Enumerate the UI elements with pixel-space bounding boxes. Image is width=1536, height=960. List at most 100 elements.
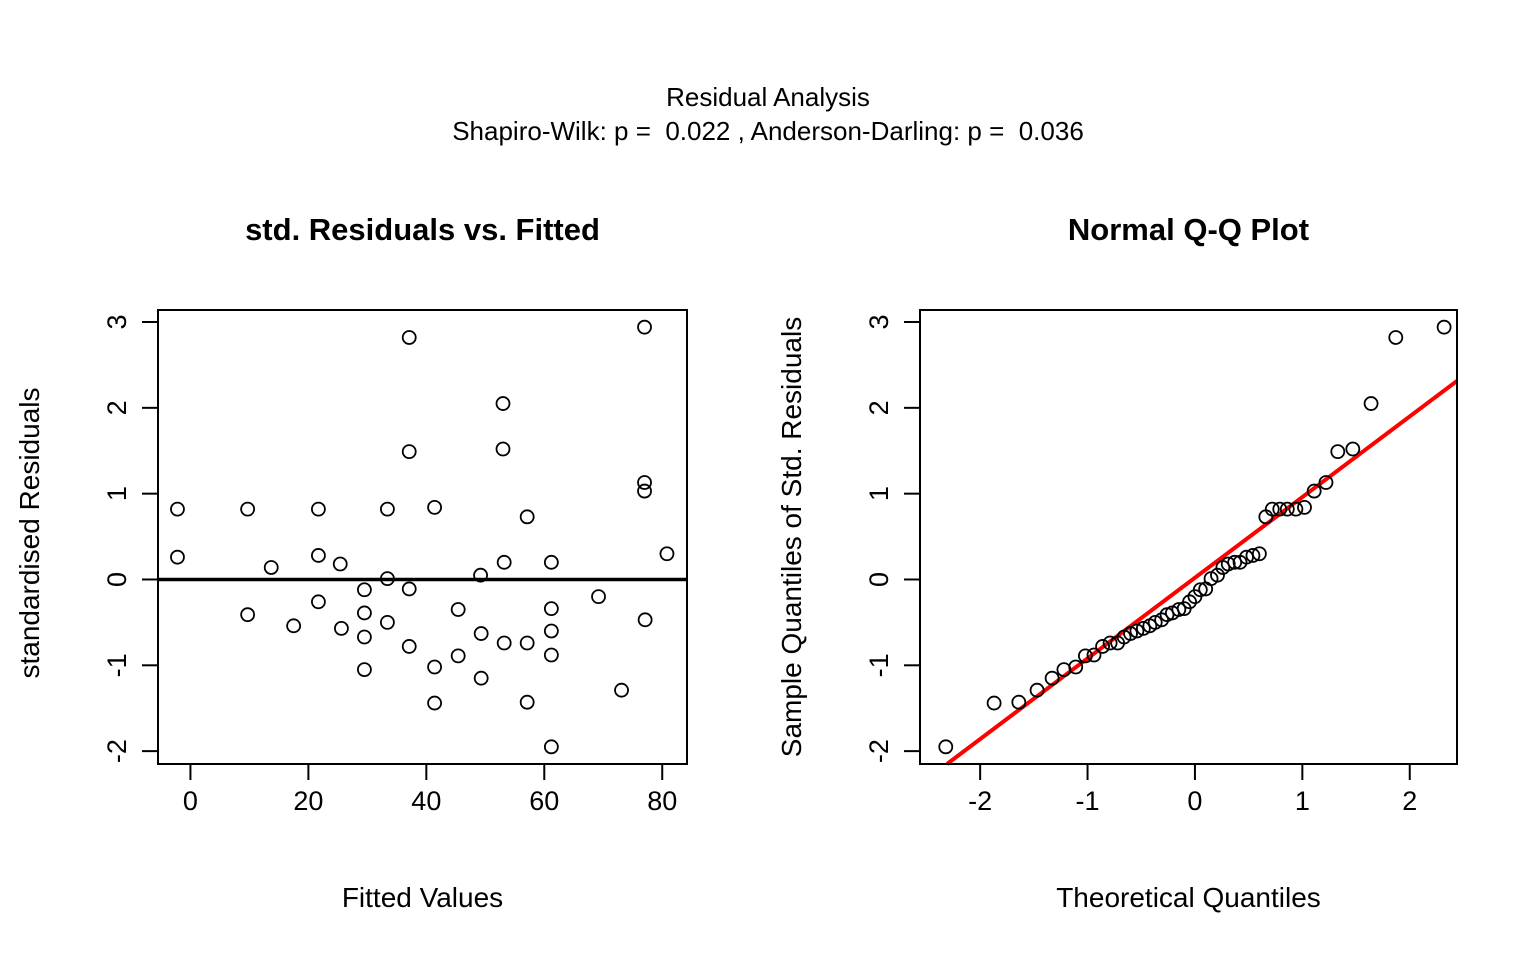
data-point [357, 605, 372, 621]
data-point [495, 441, 511, 457]
y-tick-label: 1 [864, 486, 894, 501]
data-point [427, 659, 442, 675]
data-point [1029, 682, 1045, 698]
data-point [1068, 659, 1084, 675]
data-point [311, 594, 326, 610]
x-tick-label: 0 [1187, 786, 1202, 816]
data-point [1210, 567, 1225, 583]
data-point [1306, 483, 1322, 499]
data-point [1147, 614, 1163, 630]
data-point [1388, 330, 1404, 345]
figure-subtitle: Shapiro-Wilk: p = 0.022 , Anderson-Darli… [452, 116, 1084, 146]
data-point [519, 509, 535, 525]
data-point [401, 639, 417, 654]
data-point [1279, 501, 1295, 517]
data-point [357, 582, 372, 598]
data-point [1129, 623, 1145, 639]
data-point [1251, 546, 1267, 562]
panel-title-residuals-vs-fitted: std. Residuals vs. Fitted [245, 212, 600, 247]
data-point [1264, 501, 1280, 517]
x-tick-label: 20 [293, 786, 323, 816]
data-point [1272, 501, 1288, 517]
data-point [519, 694, 535, 710]
data-point [986, 695, 1002, 711]
y-tick-label: 0 [102, 572, 132, 587]
data-point [1318, 475, 1334, 490]
y-tick-label: 1 [102, 486, 132, 501]
data-point [473, 626, 489, 641]
data-point [1135, 621, 1151, 636]
data-point [496, 635, 512, 651]
data-point [543, 554, 559, 570]
data-point [1288, 501, 1304, 517]
data-point [170, 549, 185, 565]
x-tick-label: -1 [1076, 786, 1100, 816]
data-point [1345, 441, 1361, 457]
data-point [1330, 444, 1346, 460]
data-point [311, 501, 326, 517]
data-point [1123, 626, 1138, 641]
data-point [938, 739, 954, 755]
data-point [450, 602, 466, 617]
data-point [519, 635, 535, 651]
ylabel-sample-quantiles: Sample Quantiles of Std. Residuals [776, 316, 807, 758]
data-point [240, 607, 256, 623]
data-point [1154, 612, 1170, 628]
data-point [286, 618, 302, 634]
data-point [496, 554, 512, 570]
data-point [614, 682, 629, 698]
data-point [659, 546, 675, 562]
data-point [1220, 556, 1236, 572]
data-point [1011, 694, 1027, 710]
data-point [1102, 635, 1118, 651]
data-point [1077, 648, 1093, 664]
x-tick-label: 0 [183, 786, 198, 816]
data-point [357, 662, 372, 677]
data-point [1044, 670, 1060, 686]
data-point [263, 560, 279, 575]
data-point [427, 695, 442, 711]
x-tick-label: 1 [1295, 786, 1310, 816]
plot-box [157, 309, 688, 765]
data-point [357, 629, 372, 645]
plot-box [919, 309, 1458, 765]
data-point [637, 475, 652, 490]
xlabel-theoretical-quantiles: Theoretical Quantiles [1056, 882, 1321, 913]
data-point [401, 581, 417, 597]
y-tick-label: -1 [864, 653, 894, 677]
x-tick-label: -2 [968, 786, 992, 816]
data-point [543, 623, 559, 639]
data-point [543, 647, 559, 663]
data-point [473, 567, 488, 583]
y-tick-label: 3 [102, 314, 132, 329]
data-point [473, 670, 489, 686]
data-point [1192, 582, 1208, 598]
x-tick-label: 60 [529, 786, 559, 816]
data-point [495, 396, 511, 411]
data-point [427, 499, 442, 515]
y-tick-label: 0 [864, 572, 894, 587]
ylabel-standardised-residuals: standardised Residuals [14, 387, 45, 679]
data-point [637, 319, 652, 335]
x-tick-label: 80 [647, 786, 677, 816]
x-tick-label: 2 [1402, 786, 1417, 816]
data-point [380, 571, 395, 587]
qq-reference-line [945, 379, 1459, 766]
x-tick-label: 40 [411, 786, 441, 816]
panel-title-normal-qq: Normal Q-Q Plot [1067, 212, 1310, 247]
data-point [1363, 396, 1379, 411]
data-point [311, 548, 326, 563]
data-point [591, 589, 606, 605]
data-point [401, 330, 417, 345]
data-point [543, 739, 559, 755]
data-point [450, 648, 466, 664]
y-tick-label: 2 [864, 400, 894, 415]
data-point [380, 501, 395, 517]
data-point [240, 501, 256, 517]
data-point [1171, 602, 1187, 617]
xlabel-fitted-values: Fitted Values [341, 882, 504, 913]
data-point [637, 612, 653, 628]
data-point [380, 614, 395, 630]
